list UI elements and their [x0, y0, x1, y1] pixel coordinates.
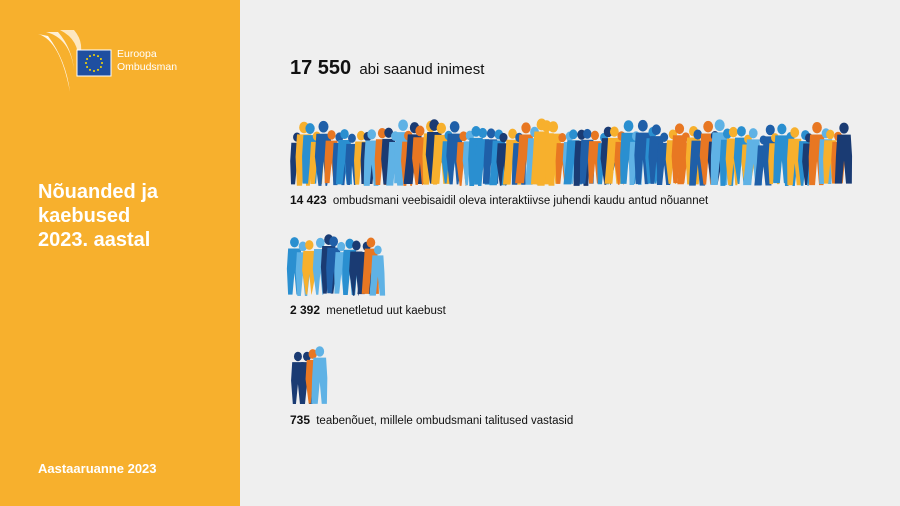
- total-number: 17 550: [290, 57, 352, 79]
- footer: Aastaaruanne 2023: [38, 461, 157, 476]
- sidebar: Euroopa Ombudsman Nõuanded ja kaebused 2…: [0, 0, 240, 506]
- total: 17 550 abi saanud inimest: [290, 57, 484, 80]
- item-number: 735: [290, 413, 311, 427]
- star: [86, 58, 89, 60]
- star: [93, 70, 95, 72]
- item-label: ombudsmani veebisaidil oleva interaktiiv…: [332, 195, 709, 207]
- logo-text: Euroopa Ombudsman: [117, 48, 177, 74]
- star: [97, 68, 99, 71]
- title-line: Nõuanded ja: [38, 181, 159, 203]
- star: [93, 54, 95, 56]
- item-number: 2 392: [290, 303, 321, 317]
- person: [787, 127, 803, 186]
- star: [99, 66, 102, 68]
- person: [302, 240, 317, 295]
- person: [834, 122, 853, 184]
- logo-line: Euroopa: [117, 48, 157, 60]
- item-label: menetletud uut kaebust: [326, 305, 446, 317]
- item: 2 392 menetletud uut kaebust: [290, 303, 446, 317]
- title-line: kaebused: [38, 205, 131, 227]
- star: [89, 68, 91, 71]
- logo-line: Ombudsman: [117, 61, 178, 73]
- star: [86, 66, 89, 68]
- person: [311, 346, 328, 404]
- item: 14 423 ombudsmani veebisaidil oleva inte…: [290, 193, 708, 207]
- star: [101, 62, 103, 64]
- sidebar-title: Nõuanded ja kaebused 2023. aastal: [38, 180, 158, 252]
- star: [99, 58, 102, 60]
- item-number: 14 423: [290, 193, 327, 207]
- total-label: abi saanud inimest: [359, 61, 485, 78]
- item-label: teabenõuet, millele ombudsmani talitused…: [316, 415, 574, 427]
- person: [369, 245, 386, 296]
- star: [89, 55, 91, 58]
- star: [97, 55, 99, 58]
- logo-mark: [38, 30, 112, 92]
- star: [85, 62, 87, 64]
- title-line: 2023. aastal: [38, 229, 151, 251]
- item: 735 teabenõuet, millele ombudsmani talit…: [290, 413, 573, 427]
